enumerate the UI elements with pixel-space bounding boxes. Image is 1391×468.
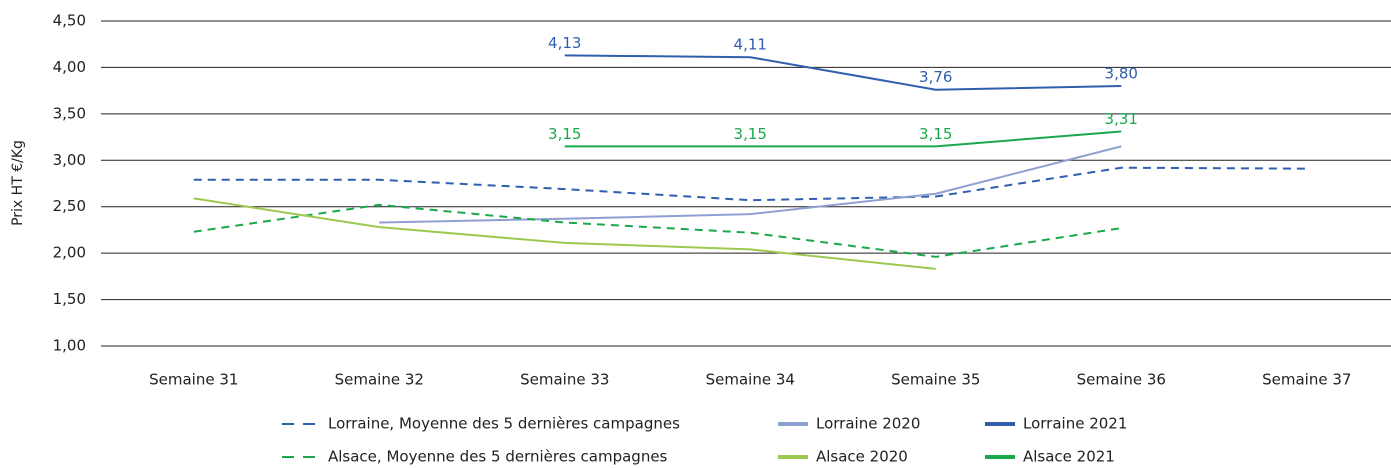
y-tick-label: 1,50: [53, 290, 86, 308]
x-tick-label: Semaine 35: [891, 371, 980, 389]
y-tick-label: 1,00: [53, 337, 86, 355]
y-tick-label: 2,00: [53, 244, 86, 262]
series-line: [193, 166, 1307, 202]
y-tick-label: 4,50: [53, 12, 86, 30]
data-label: 3,15: [734, 125, 767, 143]
y-tick-label: 3,50: [53, 104, 86, 122]
data-label: 3,15: [548, 125, 581, 143]
y-tick-label: 4,00: [53, 58, 86, 76]
data-label: 3,76: [919, 68, 952, 86]
x-tick-label: Semaine 32: [335, 371, 424, 389]
legend-label: Lorraine, Moyenne des 5 dernières campag…: [328, 415, 680, 433]
series-line: [379, 145, 1122, 224]
data-label: 3,15: [919, 125, 952, 143]
legend-label: Alsace 2021: [1023, 448, 1115, 466]
y-tick-label: 2,50: [53, 197, 86, 215]
x-tick-label: Semaine 33: [520, 371, 609, 389]
data-label: 3,80: [1105, 65, 1138, 83]
series-line: [564, 54, 1122, 91]
legend-label: Lorraine 2020: [816, 415, 920, 433]
x-tick-label: Semaine 34: [706, 371, 795, 389]
y-tick-label: 3,00: [53, 151, 86, 169]
x-tick-label: Semaine 37: [1262, 371, 1351, 389]
data-label: 4,11: [734, 36, 767, 54]
legend-label: Alsace 2020: [816, 448, 908, 466]
y-axis-label: Prix HT €/Kg: [10, 140, 26, 226]
x-tick-label: Semaine 31: [149, 371, 238, 389]
series-line: [564, 130, 1122, 148]
x-tick-label: Semaine 36: [1077, 371, 1166, 389]
data-label: 4,13: [548, 34, 581, 52]
series-line: [193, 203, 1122, 258]
legend-label: Alsace, Moyenne des 5 dernières campagne…: [328, 448, 668, 466]
legend-label: Lorraine 2021: [1023, 415, 1127, 433]
data-label: 3,31: [1105, 110, 1138, 128]
series-line: [193, 197, 936, 270]
